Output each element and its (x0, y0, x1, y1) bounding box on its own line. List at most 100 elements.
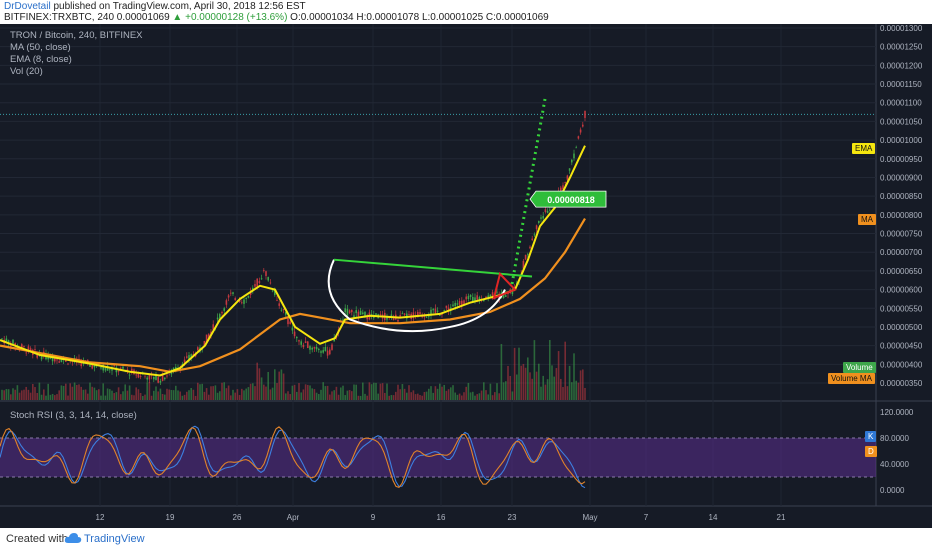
volume-bar (386, 383, 388, 400)
volume-bar (417, 393, 419, 400)
volume-bar (362, 382, 364, 400)
volume-bar (377, 393, 379, 400)
volume-bar (203, 391, 206, 400)
volume-bar (296, 391, 298, 400)
ema-legend[interactable]: EMA (8, close) (10, 54, 72, 65)
volume-bar (179, 391, 181, 400)
candle-body (241, 302, 243, 304)
volume-bar (469, 392, 472, 400)
candle-body (320, 351, 322, 353)
volume-bar (522, 363, 525, 400)
volume-bar (423, 392, 426, 400)
candle-body (197, 347, 199, 351)
volume-bar (124, 384, 126, 400)
volume-bar (480, 390, 483, 400)
volume-bar (157, 391, 159, 400)
chart-area[interactable]: 0.00001300 0.00001250 0.00001200 0.00001150… (0, 24, 932, 528)
author-link[interactable]: DrDovetail (4, 1, 51, 12)
volume-bar (146, 382, 148, 400)
candle-body (582, 124, 584, 127)
created-with-label: Created with (6, 533, 68, 545)
candle-body (326, 350, 329, 356)
volume-bar (461, 395, 463, 400)
candle-body (36, 353, 38, 358)
volume-bar (230, 395, 232, 400)
volume-bar (168, 389, 170, 400)
candle-body (223, 308, 225, 311)
candle-body (491, 292, 494, 299)
volume-bar (113, 393, 115, 400)
chart-svg[interactable]: 0.00001300 0.00001250 0.00001200 0.00001150… (0, 24, 932, 528)
tradingview-link[interactable]: TradingView (84, 533, 145, 545)
tradingview-cloud-icon[interactable] (64, 532, 82, 547)
candle-body (282, 309, 285, 311)
volume-bar (155, 386, 157, 400)
candle-body (522, 260, 525, 269)
candle-body (155, 374, 157, 380)
price-tick-label: 0.00001200 (880, 61, 923, 70)
volume-bar (379, 383, 382, 400)
volume-bar (419, 395, 421, 400)
volume-bar (516, 374, 518, 400)
candle-body (91, 364, 93, 369)
volume-bar (36, 392, 38, 400)
candle-body (245, 297, 247, 299)
candle-body (513, 286, 516, 289)
volume-bar (566, 386, 569, 400)
volume-bar (403, 388, 406, 400)
symbol-price: BITFINEX:TRXBTC, 240 0.00001069 (4, 12, 170, 23)
candle-body (307, 341, 309, 349)
volume-bar (166, 388, 168, 400)
candle-body (23, 346, 25, 347)
stoch-d-line (0, 426, 586, 489)
stoch-d-tag: D (865, 446, 877, 457)
volume-bar (285, 393, 287, 400)
volume-bar (520, 365, 522, 400)
stoch-band (0, 438, 876, 477)
volume-bar (458, 393, 461, 400)
volume-bar (289, 394, 291, 400)
cup-handle-drawing: 0.00000818 (327, 98, 607, 333)
candle-body (456, 303, 459, 305)
volume-bar (12, 388, 14, 400)
candle-body (117, 370, 120, 372)
candle-body (485, 296, 487, 299)
volume-bar (531, 378, 533, 400)
volume-bar (434, 386, 437, 400)
candle-body (27, 346, 30, 352)
candle-body (353, 315, 355, 318)
candle-body (139, 376, 142, 377)
volume-bar (478, 393, 481, 400)
volume-bar (280, 369, 283, 400)
candle-body (205, 334, 208, 343)
candle-body (379, 314, 382, 315)
stoch-tick-label: 120.0000 (880, 408, 914, 417)
candle-body (289, 321, 291, 324)
candle-body (577, 136, 580, 139)
candle-body (274, 289, 276, 296)
candle-body (12, 339, 14, 345)
ema-8-line (0, 145, 586, 377)
volume-bar (507, 365, 509, 400)
volume-bar (194, 395, 197, 400)
volume-bar (69, 383, 71, 400)
candle-body (128, 374, 131, 376)
time-tick-label: Apr (287, 513, 300, 522)
vol-legend[interactable]: Vol (20) (10, 66, 43, 77)
stoch-rsi-legend[interactable]: Stoch RSI (3, 3, 14, 14, close) (10, 410, 137, 421)
candle-body (113, 365, 115, 367)
volume-bar (21, 390, 23, 400)
price-tick-label: 0.00000700 (880, 248, 923, 257)
ma-legend[interactable]: MA (50, close) (10, 42, 71, 53)
candle-body (331, 344, 333, 350)
volume-bar (555, 368, 558, 400)
candle-body (296, 336, 298, 339)
candle-body (432, 309, 434, 311)
volume-bar (181, 395, 184, 400)
volume-bar (243, 390, 245, 400)
volume-bar (381, 383, 384, 400)
volume-bar (302, 389, 305, 400)
volume-bar (93, 387, 96, 400)
candle-body (375, 313, 377, 316)
candle-body (529, 246, 531, 249)
